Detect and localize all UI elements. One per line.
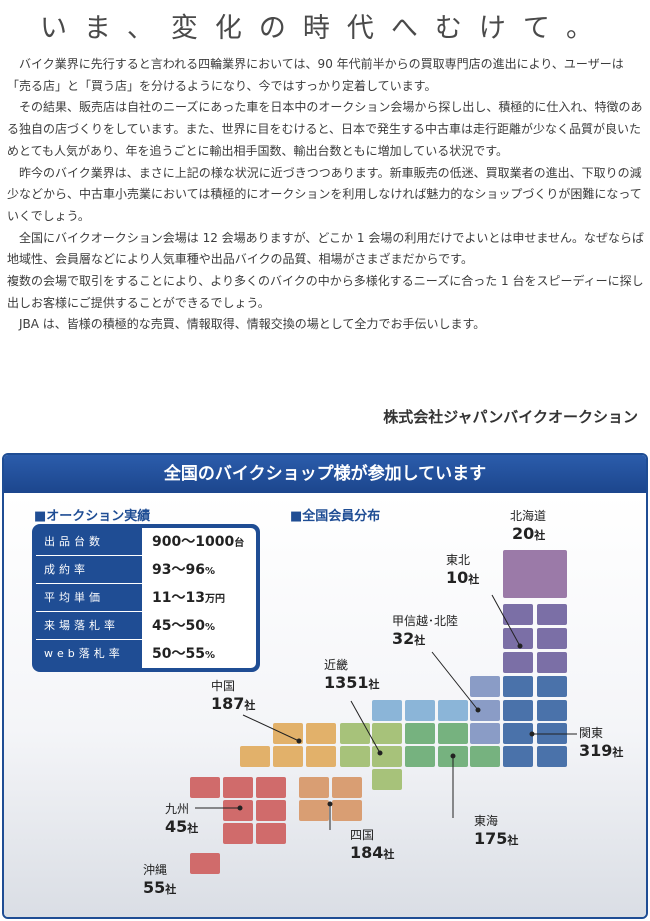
region-unit: 社 <box>612 746 624 759</box>
region-name: 東海 <box>474 814 499 828</box>
stats-unit: % <box>204 622 215 633</box>
stats-number: 45～50 <box>152 618 205 634</box>
stats-row: web落札率 50～55% <box>36 640 256 668</box>
stats-title: ■オークション実績 <box>34 509 151 524</box>
region-count: 10 <box>446 568 469 587</box>
stats-unit: 万円 <box>204 594 225 605</box>
stats-number: 93～96 <box>152 562 205 578</box>
paragraph: JBA は、皆様の積極的な売買、情報取得、情報交換の場として全力でお手伝いします… <box>7 317 486 332</box>
stats-row: 出品台数 900～1000台 <box>36 528 256 556</box>
region-count: 20 <box>512 524 535 543</box>
paragraph: その結果、販売店は自社のニーズにあった車を日本中のオークション会場から探し出し、… <box>7 100 643 158</box>
region-label-kanto: 関東 319社 <box>579 724 623 760</box>
region-unit: 社 <box>187 822 199 835</box>
stats-unit: 台 <box>234 538 245 549</box>
region-label-shikoku: 四国 184社 <box>350 826 394 862</box>
stats-label: web落札率 <box>44 647 124 660</box>
region-count: 1351 <box>324 673 369 692</box>
stats-number: 50～55 <box>152 646 205 662</box>
region-unit: 社 <box>244 699 256 712</box>
region-unit: 社 <box>507 834 519 847</box>
paragraph: 全国にバイクオークション会場は 12 会場ありますが、どこか 1 会場の利用だけ… <box>7 230 644 267</box>
panel-title: 全国のバイクショップ様が参加しています <box>4 455 646 493</box>
map-title: ■全国会員分布 <box>290 509 381 524</box>
paragraph: 複数の会場で取引をすることにより、より多くのバイクの中から多様化するニーズに合っ… <box>7 274 644 310</box>
headline: いま、変化の時代へむけて。 <box>39 13 611 44</box>
region-unit: 社 <box>368 678 380 691</box>
body-text: バイク業界に先行すると言われる四輪業界においては、90 年代前半からの買取専門店… <box>7 54 647 336</box>
region-count: 184 <box>350 843 384 862</box>
stats-value: 11～13万円 <box>142 584 256 611</box>
region-name: 北海道 <box>510 509 547 523</box>
region-unit: 社 <box>383 848 395 861</box>
region-label-koshinetsu: 甲信越･北陸 32社 <box>392 612 458 648</box>
region-count: 32 <box>392 629 415 648</box>
stats-unit: % <box>204 566 215 577</box>
region-name: 中国 <box>211 679 236 693</box>
region-label-kinki: 近畿 1351社 <box>324 656 380 692</box>
stats-label: 平均単価 <box>44 591 104 604</box>
region-count: 187 <box>211 694 245 713</box>
region-label-tokai: 東海 175社 <box>474 812 518 848</box>
region-label-kyushu: 九州 45社 <box>165 800 198 836</box>
stats-label: 出品台数 <box>44 535 104 548</box>
company-name: 株式会社ジャパンバイクオークション <box>383 408 638 426</box>
region-label-tohoku: 東北 10社 <box>446 551 479 587</box>
stats-number: 900～1000 <box>152 534 235 550</box>
region-unit: 社 <box>165 883 177 896</box>
paragraph: バイク業界に先行すると言われる四輪業界においては、90 年代前半からの買取専門店… <box>7 57 624 93</box>
region-name: 九州 <box>165 802 190 816</box>
stats-label: 来場落札率 <box>44 619 119 632</box>
region-name: 近畿 <box>324 658 349 672</box>
stats-number: 11～13 <box>152 590 205 606</box>
region-count: 45 <box>165 817 188 836</box>
region-label-hokkaido: 北海道 20社 <box>510 507 546 543</box>
stats-row: 成約率 93～96% <box>36 556 256 584</box>
region-unit: 社 <box>468 573 480 586</box>
stats-label: 成約率 <box>44 563 89 576</box>
region-name: 東北 <box>446 553 471 567</box>
stats-row: 平均単価 11～13万円 <box>36 584 256 612</box>
region-label-chugoku: 中国 187社 <box>211 677 255 713</box>
stats-table: 出品台数 900～1000台 成約率 93～96% 平均単価 11～13万円 来… <box>32 524 260 672</box>
stats-value: 93～96% <box>142 556 256 583</box>
region-count: 55 <box>143 878 166 897</box>
region-count: 175 <box>474 829 508 848</box>
region-unit: 社 <box>534 529 546 542</box>
stats-value: 900～1000台 <box>142 528 256 555</box>
region-count: 319 <box>579 741 613 760</box>
region-name: 沖縄 <box>143 863 168 877</box>
region-label-okinawa: 沖縄 55社 <box>143 861 176 897</box>
stats-unit: % <box>204 650 215 661</box>
region-unit: 社 <box>414 634 426 647</box>
stats-row: 来場落札率 45～50% <box>36 612 256 640</box>
region-name: 関東 <box>579 726 604 740</box>
region-name: 甲信越･北陸 <box>392 614 459 628</box>
stats-value: 45～50% <box>142 612 256 639</box>
stats-value: 50～55% <box>142 640 256 668</box>
region-name: 四国 <box>350 828 375 842</box>
paragraph: 昨今のバイク業界は、まさに上記の様な状況に近づきつつあります。新車販売の低迷、買… <box>7 165 642 223</box>
